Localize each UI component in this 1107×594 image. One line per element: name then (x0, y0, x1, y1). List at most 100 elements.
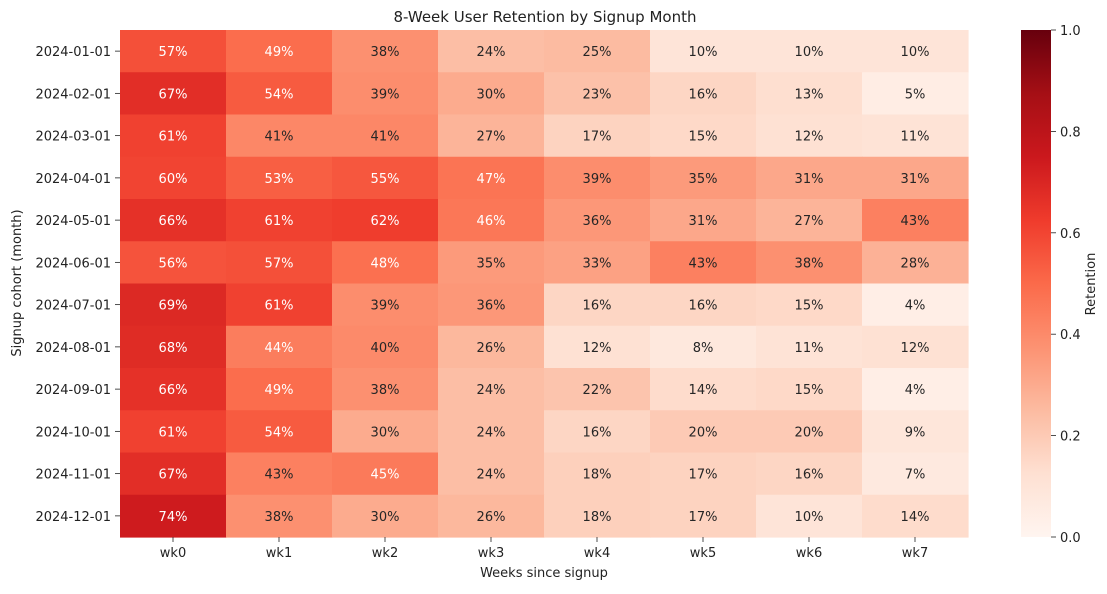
cell-value-label: 61% (265, 299, 294, 314)
heatmap-cell (226, 199, 333, 242)
heatmap-cell (544, 72, 651, 116)
cell-value-label: 16% (795, 468, 824, 483)
cell-value-label: 13% (795, 87, 824, 102)
cell-value-label: 45% (371, 468, 400, 483)
heatmap-cell (438, 283, 545, 327)
heatmap-cell (332, 241, 439, 285)
colorbar-ticks: 0.0 0.2 0.4 0.6 0.8 1.0 (1051, 24, 1081, 546)
heatmap-cell (332, 494, 439, 538)
cell-value-label: 17% (689, 510, 718, 525)
cell-value-label: 18% (583, 510, 612, 525)
cell-value-label: 11% (901, 130, 930, 145)
cell-value-label: 46% (477, 214, 506, 229)
cell-value-label: 10% (689, 45, 718, 60)
cell-value-label: 10% (901, 45, 930, 60)
y-tick-label: 2024-09-01 (35, 383, 111, 398)
y-tick-label: 2024-07-01 (35, 299, 111, 314)
heatmap-cell (226, 452, 333, 496)
cell-value-label: 28% (901, 256, 930, 271)
heatmap-cell (120, 114, 227, 158)
cell-value-label: 61% (159, 130, 188, 145)
cell-value-label: 43% (265, 468, 294, 483)
cell-value-label: 26% (477, 510, 506, 525)
heatmap-cell (862, 368, 969, 411)
cell-value-label: 14% (901, 510, 930, 525)
x-tick-label: wk2 (372, 546, 398, 561)
heatmap-cell (650, 494, 757, 538)
cell-value-label: 14% (689, 383, 718, 398)
cell-value-label: 23% (583, 87, 612, 102)
heatmap-cell (438, 241, 545, 285)
cell-value-label: 35% (689, 172, 718, 187)
colorbar-tick-label: 1.0 (1060, 24, 1081, 39)
cell-value-label: 61% (265, 214, 294, 229)
cell-value-label: 56% (159, 256, 188, 271)
cell-value-label: 49% (265, 45, 294, 60)
heatmap-cell (438, 30, 545, 73)
cell-value-label: 20% (795, 425, 824, 440)
heatmap-cell (544, 368, 651, 411)
heatmap-cell (544, 156, 651, 200)
heatmap-cell (120, 30, 227, 73)
cell-value-label: 24% (477, 468, 506, 483)
y-tick-label: 2024-04-01 (35, 172, 111, 187)
heatmap-cell (332, 114, 439, 158)
y-tick-label: 2024-11-01 (35, 468, 111, 483)
heatmap-cell (650, 156, 757, 200)
cell-value-label: 24% (477, 425, 506, 440)
chart-title: 8-Week User Retention by Signup Month (394, 8, 697, 26)
cell-value-label: 15% (795, 299, 824, 314)
heatmap-cell (862, 494, 969, 538)
cell-value-label: 18% (583, 468, 612, 483)
heatmap-cell (862, 283, 969, 327)
cell-value-label: 60% (159, 172, 188, 187)
colorbar-tick-label: 0.6 (1060, 227, 1081, 242)
x-tick-label: wk5 (690, 546, 716, 561)
heatmap-cell (544, 452, 651, 496)
cell-value-label: 43% (901, 214, 930, 229)
cell-value-label: 38% (371, 45, 400, 60)
cell-value-label: 53% (265, 172, 294, 187)
cell-value-label: 4% (905, 383, 926, 398)
cell-value-label: 61% (159, 425, 188, 440)
heatmap-cell (332, 199, 439, 242)
cell-value-label: 30% (371, 425, 400, 440)
heatmap-cell (544, 114, 651, 158)
cell-value-label: 54% (265, 87, 294, 102)
x-tick-label: wk0 (160, 546, 186, 561)
heatmap-cell (332, 72, 439, 116)
cell-value-labels: 57% 49% 38% 24% 25% 10% 10% 10% 67% 54% 39% 30% 23% 1… (159, 45, 930, 525)
heatmap-cell (862, 452, 969, 496)
heatmap-cell (862, 199, 969, 242)
heatmap-cell (438, 410, 545, 454)
heatmap-cell (544, 283, 651, 327)
heatmap-cell (120, 494, 227, 538)
y-tick-label: 2024-06-01 (35, 256, 111, 271)
cell-value-label: 8% (693, 341, 714, 356)
heatmap-cell (544, 199, 651, 242)
heatmap-cell (650, 452, 757, 496)
x-axis-ticks: wk0 wk1 wk2 wk3 wk4 wk5 wk6 wk7 (160, 537, 928, 561)
cell-value-label: 33% (583, 256, 612, 271)
heatmap-cell (650, 72, 757, 116)
heatmap-cell (332, 156, 439, 200)
heatmap-cell (438, 199, 545, 242)
heatmap-cell (862, 241, 969, 285)
heatmap-cell (862, 114, 969, 158)
heatmap-cell (544, 494, 651, 538)
heatmap-cell (756, 30, 863, 73)
colorbar-tick-label: 0.2 (1060, 430, 1081, 445)
cell-value-label: 20% (689, 425, 718, 440)
heatmap-cell (226, 410, 333, 454)
cell-value-label: 74% (159, 510, 188, 525)
heatmap-cell (120, 241, 227, 285)
heatmap-cell (438, 114, 545, 158)
heatmap-cell (756, 156, 863, 200)
heatmap-cell (438, 368, 545, 411)
heatmap-cell (332, 452, 439, 496)
cell-value-label: 26% (477, 341, 506, 356)
cell-value-label: 31% (795, 172, 824, 187)
cell-value-label: 57% (159, 45, 188, 60)
cell-value-label: 57% (265, 256, 294, 271)
cell-value-label: 16% (689, 87, 718, 102)
